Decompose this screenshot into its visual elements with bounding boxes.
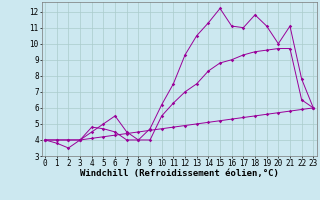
X-axis label: Windchill (Refroidissement éolien,°C): Windchill (Refroidissement éolien,°C) [80,169,279,178]
